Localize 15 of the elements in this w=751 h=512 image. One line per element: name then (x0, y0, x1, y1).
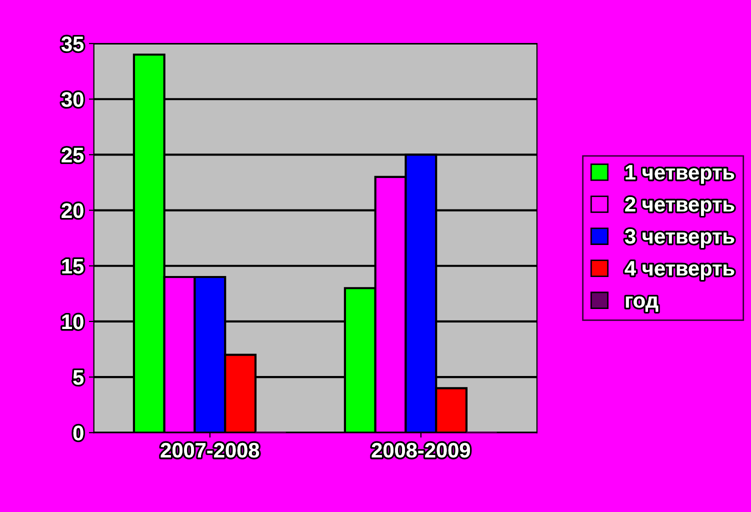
x-tick-label: 2007-2008 (160, 442, 260, 458)
y-tick-label: 0 (73, 426, 84, 440)
legend-label: 3 четверть (624, 228, 734, 248)
legend-label: 4 четверть (624, 261, 734, 280)
y-tick-label: 5 (73, 370, 84, 385)
legend-label: 1 четверть (626, 165, 734, 184)
legend-label: 2 четверть (625, 196, 734, 216)
y-tick-label: 15 (62, 259, 84, 274)
y-tick-label: 20 (62, 203, 84, 218)
y-tick-label: 35 (61, 36, 84, 52)
legend-label: год (626, 296, 658, 312)
y-tick-label: 25 (62, 148, 84, 162)
y-tick-label: 10 (62, 314, 84, 330)
y-tick-label: 30 (61, 92, 84, 107)
x-tick-label: 2008-2009 (372, 442, 470, 458)
